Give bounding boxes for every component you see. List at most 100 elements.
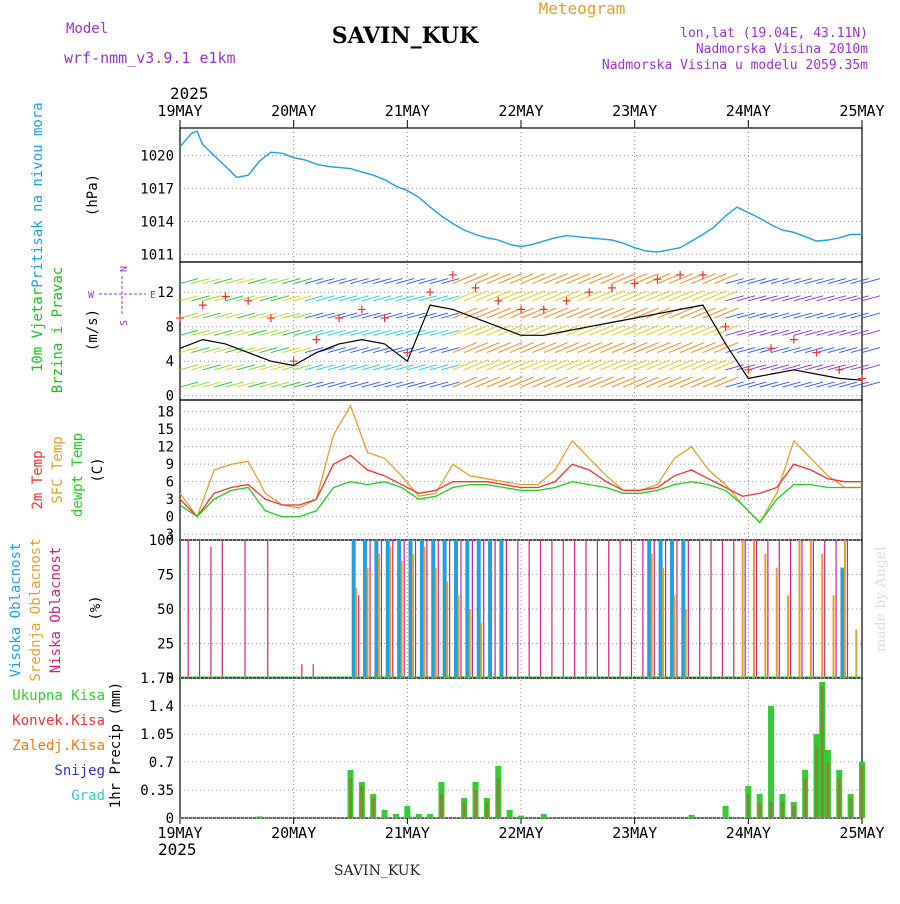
wind-barb [668,342,693,354]
wind-barb [236,347,255,354]
precip-legend-label: Snijeg [54,763,105,779]
wind-barb [714,290,739,302]
wind-barb [441,278,460,285]
precip-conv-bar [462,802,466,818]
wind-barb [441,381,460,388]
wind-barb [259,364,278,371]
y-tick-label: 100 [149,533,174,549]
y-tick-label: 9 [166,457,174,473]
wind-barb [452,307,477,319]
wind-barb [554,359,580,371]
wind-gust-marker [721,322,730,331]
wind-barb [679,324,705,336]
wind-barb [475,273,500,285]
wind-barb [816,364,835,371]
wind-barb [850,278,869,285]
wind-barb [304,381,324,388]
wind-barb [589,273,614,285]
x-axis-top: 19MAY 20MAY 21MAY 22MAY 23MAY 24MAY 25MAY [157,102,885,128]
wind-barb [611,307,637,319]
wind-barb [475,290,500,302]
wind-barb [782,278,801,285]
wind-barb [668,376,693,388]
wind-barb [611,324,637,336]
wind-barb [782,347,801,354]
wind-barb [793,364,812,371]
wind-barb [191,347,210,354]
wind-barb [429,278,449,285]
wind-gust-marker [448,270,457,279]
wind-barb [589,307,614,319]
wind-series-label: 10m Vjetar [30,288,46,372]
wind-barb [179,364,199,371]
wind-barb [577,290,603,302]
wind-barb [384,295,403,302]
wind-barb [520,290,546,302]
wind-barb [589,359,614,371]
precip-total-bar [688,814,695,818]
wind-barb [668,273,693,285]
wind-barb [543,290,568,302]
wind-barb [714,376,739,388]
wind-barb [839,329,858,336]
wind-barb [816,278,835,285]
wind-barb [691,342,716,354]
wind-barb [361,278,381,285]
wind-barb [373,278,392,285]
x-axis-bottom: 19MAY 20MAY 21MAY 22MAY 23MAY 24MAY 25MAY [157,818,885,842]
wind-gust-marker [676,270,685,279]
wind-barb [418,278,437,285]
wind-barb [725,295,744,302]
wind-barb [611,273,637,285]
pressure-series-label: Pritisak na nivou mora [30,102,46,287]
wind-barb [577,273,603,285]
wind-barb [293,278,312,285]
wind-barb [645,342,671,354]
wind-gust-marker [744,365,753,374]
wind-barb [554,376,580,388]
wind-barb [850,295,869,302]
precip-conv-bar [803,778,807,818]
precip-conv-bar [439,794,443,818]
wind-barb [748,312,767,319]
wind-barb [486,273,512,285]
y-tick-label: 12 [157,440,174,456]
wind-barb [373,312,392,319]
precip-conv-bar [496,778,500,818]
y-tick-label: 50 [157,602,174,618]
y-tick-label: 0 [166,389,174,405]
wind-barb [589,376,614,388]
precip-conv-bar [474,790,478,818]
wind-barb [532,324,557,336]
wind-barb [782,329,801,336]
wind-barb [486,376,512,388]
precip-conv-bar [815,746,819,818]
wind-barb [782,364,801,371]
wind-barb [270,295,290,302]
wind-barb [532,342,557,354]
wind-barb [304,329,324,336]
low-cloud-label: Niska Oblacnost [48,547,64,673]
x-tick-label-top: 24MAY [726,102,771,120]
wind-barb [839,381,858,388]
wind-barb [725,329,744,336]
wind-barb [793,347,812,354]
wind-barb [509,342,534,354]
wind-barb [793,381,812,388]
wind-barb [600,273,625,285]
wind-barb [395,295,415,302]
wind-barb [520,342,546,354]
precip-conv-bar [780,802,784,818]
wind-barb [566,359,591,371]
wind-gust-marker [858,374,866,383]
x-tick-label-bottom: 22MAY [498,824,543,842]
wind-barb [714,307,739,319]
precip-total-bar [381,810,388,818]
wind-barb [725,347,744,354]
wind-gust-marker [607,283,616,292]
y-tick-label: 0.35 [140,783,174,799]
wind-barb [316,295,335,302]
wind-barb [736,312,756,319]
wind-gust-marker [539,305,548,314]
